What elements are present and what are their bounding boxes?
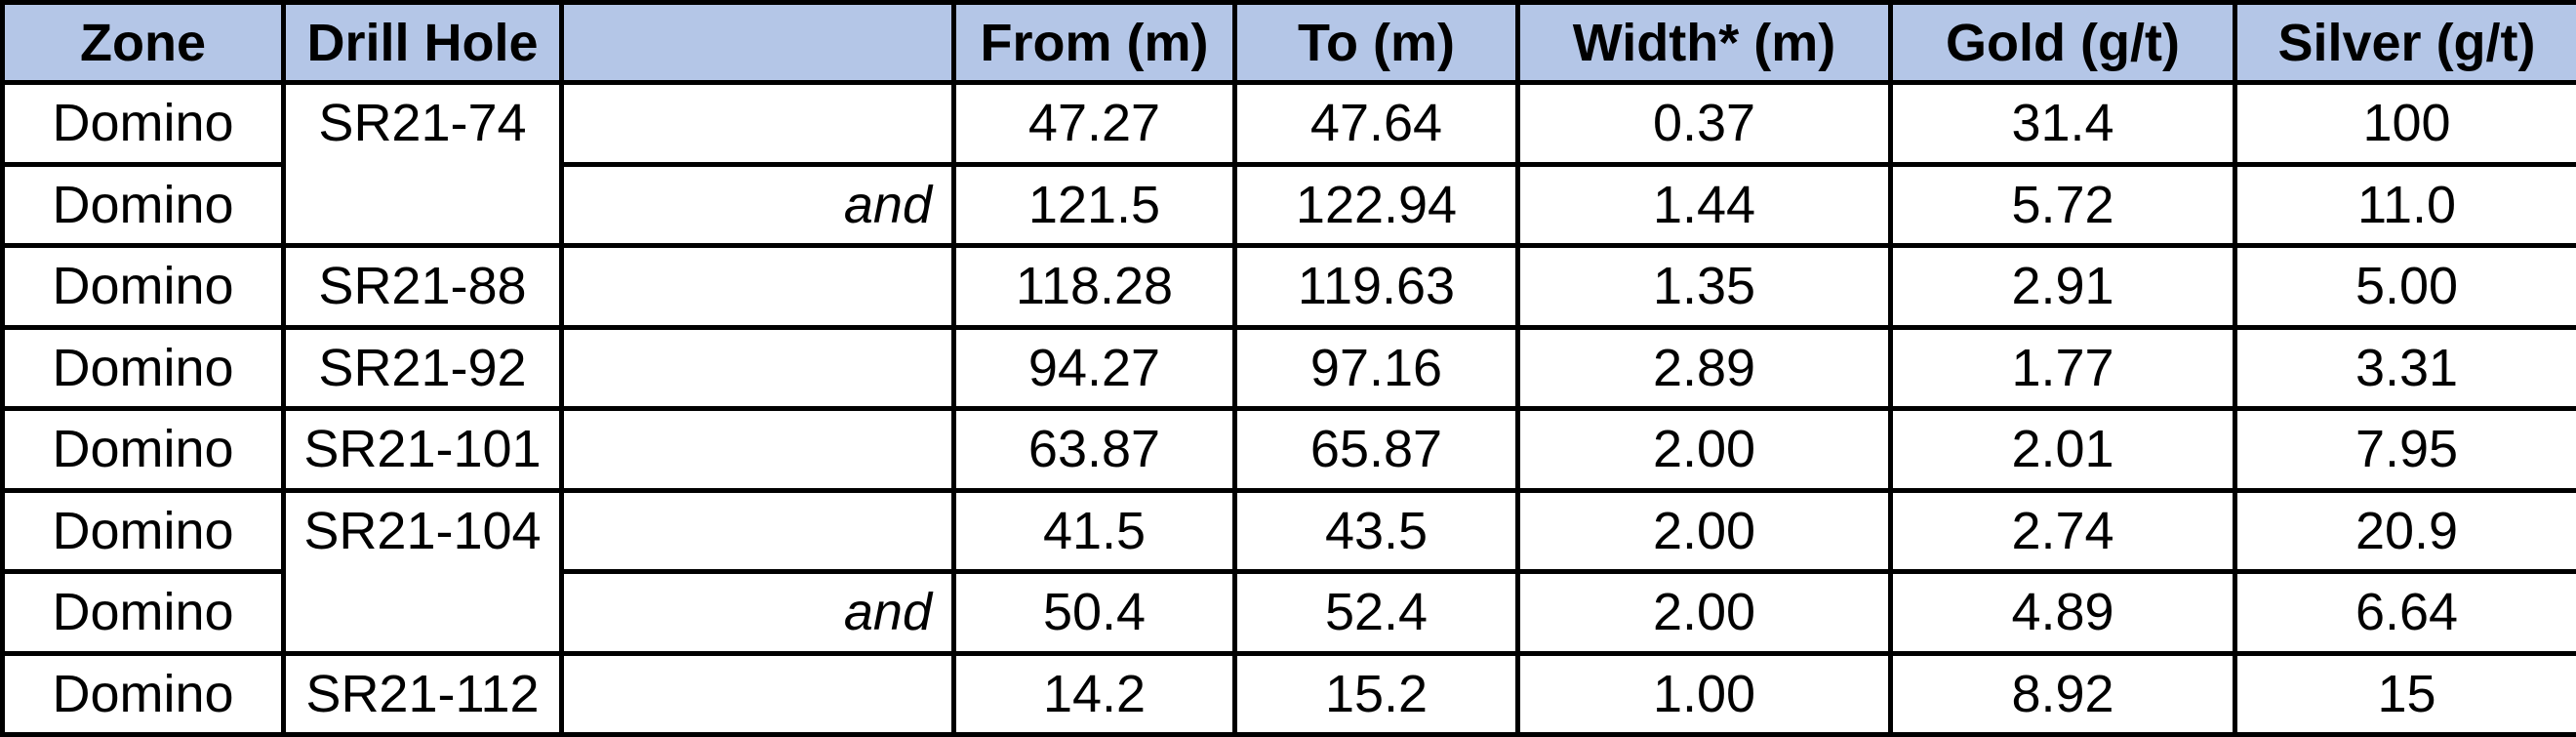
gold-cell: 1.77 [1888, 324, 2237, 411]
gold-cell: 5.72 [1888, 161, 2237, 248]
gold-cell: 2.91 [1888, 243, 2237, 330]
to-cell: 122.94 [1232, 161, 1520, 248]
silver-cell: 6.64 [2233, 569, 2576, 656]
table-row: Domino SR21-88 118.28 119.63 1.35 2.91 5… [0, 243, 2576, 330]
silver-cell: 5.00 [2233, 243, 2576, 330]
drill-hole-cell: SR21-104 [281, 487, 564, 656]
to-cell: 97.16 [1232, 324, 1520, 411]
header-width: Width* (m) [1515, 0, 1893, 85]
to-cell: 15.2 [1232, 650, 1520, 737]
from-cell: 41.5 [951, 487, 1237, 574]
zone-cell: Domino [0, 650, 286, 737]
silver-cell: 11.0 [2233, 161, 2576, 248]
from-cell: 50.4 [951, 569, 1237, 656]
note-cell: and [559, 569, 956, 656]
silver-cell: 100 [2233, 80, 2576, 167]
note-cell [559, 243, 956, 330]
width-cell: 2.89 [1515, 324, 1893, 411]
header-silver: Silver (g/t) [2233, 0, 2576, 85]
width-cell: 1.35 [1515, 243, 1893, 330]
silver-cell: 15 [2233, 650, 2576, 737]
width-cell: 1.44 [1515, 161, 1893, 248]
zone-cell: Domino [0, 80, 286, 167]
drill-hole-cell: SR21-74 [281, 80, 564, 248]
to-cell: 47.64 [1232, 80, 1520, 167]
header-to: To (m) [1232, 0, 1520, 85]
table-row: Domino SR21-104 41.5 43.5 2.00 2.74 20.9 [0, 487, 2576, 656]
drill-hole-cell: SR21-112 [281, 650, 564, 737]
drill-hole-cell: SR21-92 [281, 324, 564, 411]
silver-cell: 7.95 [2233, 406, 2576, 493]
gold-cell: 8.92 [1888, 650, 2237, 737]
note-cell [559, 650, 956, 737]
silver-cell: 20.9 [2233, 487, 2576, 574]
to-cell: 65.87 [1232, 406, 1520, 493]
drill-hole-cell: SR21-88 [281, 243, 564, 330]
note-cell [559, 406, 956, 493]
from-cell: 121.5 [951, 161, 1237, 248]
to-cell: 52.4 [1232, 569, 1520, 656]
table-row: Domino SR21-112 14.2 15.2 1.00 8.92 15 [0, 650, 2576, 737]
note-cell [559, 324, 956, 411]
header-from: From (m) [951, 0, 1237, 85]
width-cell: 2.00 [1515, 487, 1893, 574]
zone-cell: Domino [0, 406, 286, 493]
width-cell: 2.00 [1515, 569, 1893, 656]
header-note [559, 0, 956, 85]
drill-hole-cell: SR21-101 [281, 406, 564, 493]
header-row: Zone Drill Hole From (m) To (m) Width* (… [0, 0, 2576, 85]
table-row: Domino and 50.4 52.4 2.00 4.89 6.64 [0, 569, 2576, 656]
from-cell: 14.2 [951, 650, 1237, 737]
width-cell: 0.37 [1515, 80, 1893, 167]
gold-cell: 2.74 [1888, 487, 2237, 574]
header-zone: Zone [0, 0, 286, 85]
from-cell: 94.27 [951, 324, 1237, 411]
from-cell: 47.27 [951, 80, 1237, 167]
gold-cell: 4.89 [1888, 569, 2237, 656]
table-row: Domino SR21-101 63.87 65.87 2.00 2.01 7.… [0, 406, 2576, 493]
width-cell: 2.00 [1515, 406, 1893, 493]
note-cell: and [559, 161, 956, 248]
zone-cell: Domino [0, 569, 286, 656]
silver-cell: 3.31 [2233, 324, 2576, 411]
from-cell: 63.87 [951, 406, 1237, 493]
table-row: Domino and 121.5 122.94 1.44 5.72 11.0 [0, 161, 2576, 248]
from-cell: 118.28 [951, 243, 1237, 330]
header-drill-hole: Drill Hole [281, 0, 564, 85]
zone-cell: Domino [0, 243, 286, 330]
table-row: Domino SR21-92 94.27 97.16 2.89 1.77 3.3… [0, 324, 2576, 411]
note-cell [559, 80, 956, 167]
table-row: Domino SR21-74 47.27 47.64 0.37 31.4 100 [0, 80, 2576, 248]
gold-cell: 31.4 [1888, 80, 2237, 167]
note-cell [559, 487, 956, 574]
width-cell: 1.00 [1515, 650, 1893, 737]
zone-cell: Domino [0, 324, 286, 411]
to-cell: 43.5 [1232, 487, 1520, 574]
zone-cell: Domino [0, 487, 286, 574]
zone-cell: Domino [0, 161, 286, 248]
gold-cell: 2.01 [1888, 406, 2237, 493]
to-cell: 119.63 [1232, 243, 1520, 330]
header-gold: Gold (g/t) [1888, 0, 2237, 85]
